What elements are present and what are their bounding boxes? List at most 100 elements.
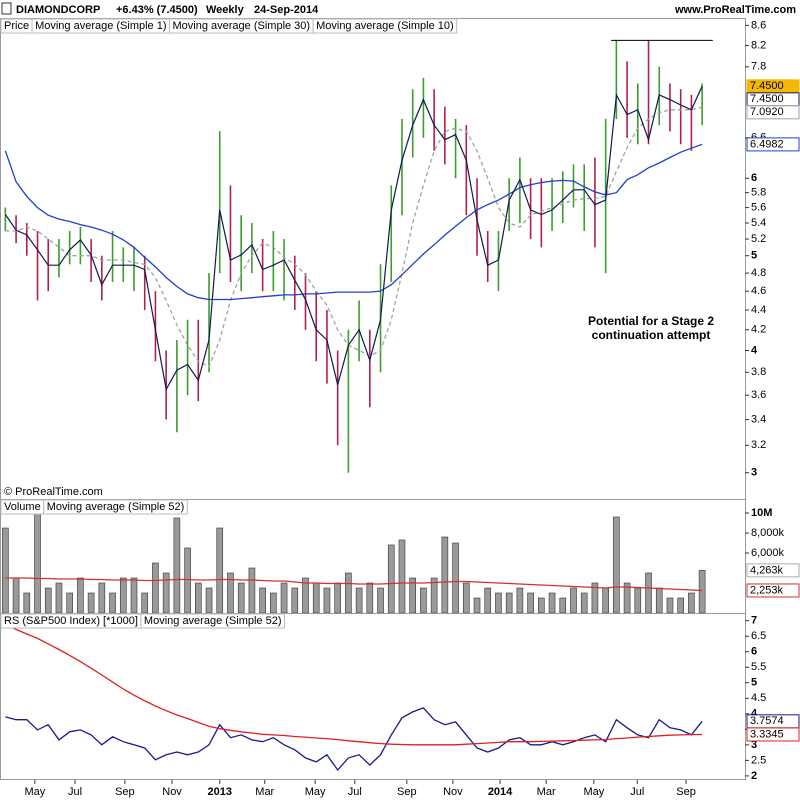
- value-label-box: [746, 137, 800, 152]
- y-tick-label: 4.2: [751, 324, 766, 336]
- x-tick-label: 2014: [488, 786, 513, 798]
- volume-bar: [698, 570, 706, 613]
- annotation: continuation attempt: [592, 328, 711, 342]
- value-label: 7.0920: [750, 106, 784, 118]
- volume-bar: [98, 582, 106, 613]
- volume-bar: [302, 577, 309, 613]
- series-line: [5, 577, 703, 592]
- change: +6.43% (7.4500): [116, 4, 198, 16]
- value-label: 7.4500: [750, 80, 784, 92]
- volume-bar: [87, 592, 95, 613]
- volume-bar: [398, 539, 406, 613]
- y-tick-label: 6,000k: [751, 547, 785, 559]
- legend-box: [43, 499, 188, 515]
- value-label-box: [746, 105, 800, 120]
- volume-bar: [688, 592, 695, 613]
- value-label: 6.4982: [750, 138, 784, 150]
- y-tick-label: 4.6: [751, 285, 766, 297]
- legend-box: [140, 613, 285, 629]
- volume-bar: [195, 582, 202, 613]
- value-label: 7.4500: [750, 93, 784, 105]
- y-tick-label: 5.2: [751, 233, 766, 245]
- volume-bar: [312, 582, 320, 613]
- volume-bar: [205, 587, 213, 613]
- y-tick-label: 8,000k: [751, 527, 785, 539]
- value-label-box: [746, 563, 800, 578]
- date: 24-Sep-2014: [254, 4, 319, 16]
- volume-bar: [613, 516, 620, 613]
- y-tick-label: 5: [751, 250, 757, 262]
- y-tick-label: 5.4: [751, 217, 766, 229]
- volume-bar: [677, 597, 684, 613]
- x-tick-label: Nov: [443, 786, 463, 798]
- x-tick-label: Jul: [630, 786, 644, 798]
- legend-entry: Moving average (Simple 52): [144, 615, 282, 627]
- x-tick-label: Nov: [162, 786, 182, 798]
- legend-entry: Moving average (Simple 10): [316, 20, 454, 32]
- value-label: 3.3345: [750, 728, 784, 740]
- y-tick-label: 8.6: [751, 19, 766, 31]
- volume-bar: [23, 592, 31, 613]
- x-tick-label: Sep: [115, 786, 135, 798]
- y-tick-label: 3.8: [751, 366, 766, 378]
- x-tick-label: Jul: [68, 786, 82, 798]
- volume-bar: [259, 587, 266, 613]
- annotation: Potential for a Stage 2: [588, 314, 714, 328]
- y-tick-label: 7.8: [751, 61, 766, 73]
- volume-bar: [548, 592, 556, 613]
- volume-bar: [602, 587, 609, 613]
- volume-bar: [55, 582, 63, 613]
- y-tick-label: 3: [751, 739, 757, 751]
- y-tick-label: 5.6: [751, 201, 766, 213]
- volume-bar: [355, 587, 363, 613]
- volume-bar: [634, 587, 642, 613]
- y-tick-label: 2: [751, 770, 757, 782]
- y-tick-label: 6: [751, 646, 757, 658]
- y-tick-label: 3.6: [751, 389, 766, 401]
- volume-bar: [527, 592, 534, 613]
- volume-bar: [666, 597, 674, 613]
- x-tick-label: Sep: [676, 786, 696, 798]
- y-tick-label: 3: [751, 467, 757, 479]
- legend-box: [312, 18, 458, 34]
- volume-bar: [495, 592, 502, 613]
- plot-area: [5, 624, 703, 772]
- series-line: [5, 106, 703, 368]
- volume-bar: [34, 500, 41, 613]
- volume-bar: [291, 587, 299, 613]
- volume-bar: [516, 587, 524, 613]
- site: www.ProRealTime.com: [674, 4, 796, 16]
- volume-bar: [66, 592, 73, 613]
- volume-bar: [591, 582, 599, 613]
- volume-bar: [387, 544, 395, 613]
- y-tick-label: 2.5: [751, 754, 766, 766]
- plot-area: [4, 39, 713, 473]
- y-tick-label: 6: [751, 172, 757, 184]
- value-label: 2,253k: [750, 584, 784, 596]
- volume-bar: [473, 597, 481, 613]
- y-tick-label: 3.4: [751, 413, 766, 425]
- volume-bar: [152, 562, 159, 613]
- legend-entry: Moving average (Simple 1): [35, 20, 166, 32]
- volume-bar: [162, 572, 170, 613]
- y-tick-label: 5.5: [751, 661, 766, 673]
- x-tick-label: May: [583, 786, 604, 798]
- x-tick-label: 2013: [208, 786, 232, 798]
- x-tick-label: Jul: [348, 786, 362, 798]
- volume-bar: [227, 572, 234, 613]
- volume-bar: [119, 577, 127, 613]
- window-icon: [1, 2, 12, 15]
- series-line: [5, 707, 703, 772]
- volume-bar: [441, 536, 449, 613]
- y-tick-label: 4: [751, 708, 758, 720]
- volume-bar: [216, 527, 224, 613]
- volume-bar: [559, 597, 567, 613]
- x-tick-label: Mar: [255, 786, 274, 798]
- rs-pane: [0, 613, 746, 780]
- series-line: [5, 624, 703, 746]
- x-tick-label: May: [305, 786, 326, 798]
- volume-bar: [623, 582, 631, 613]
- volume-bar: [430, 577, 438, 613]
- volume-bar: [141, 592, 149, 613]
